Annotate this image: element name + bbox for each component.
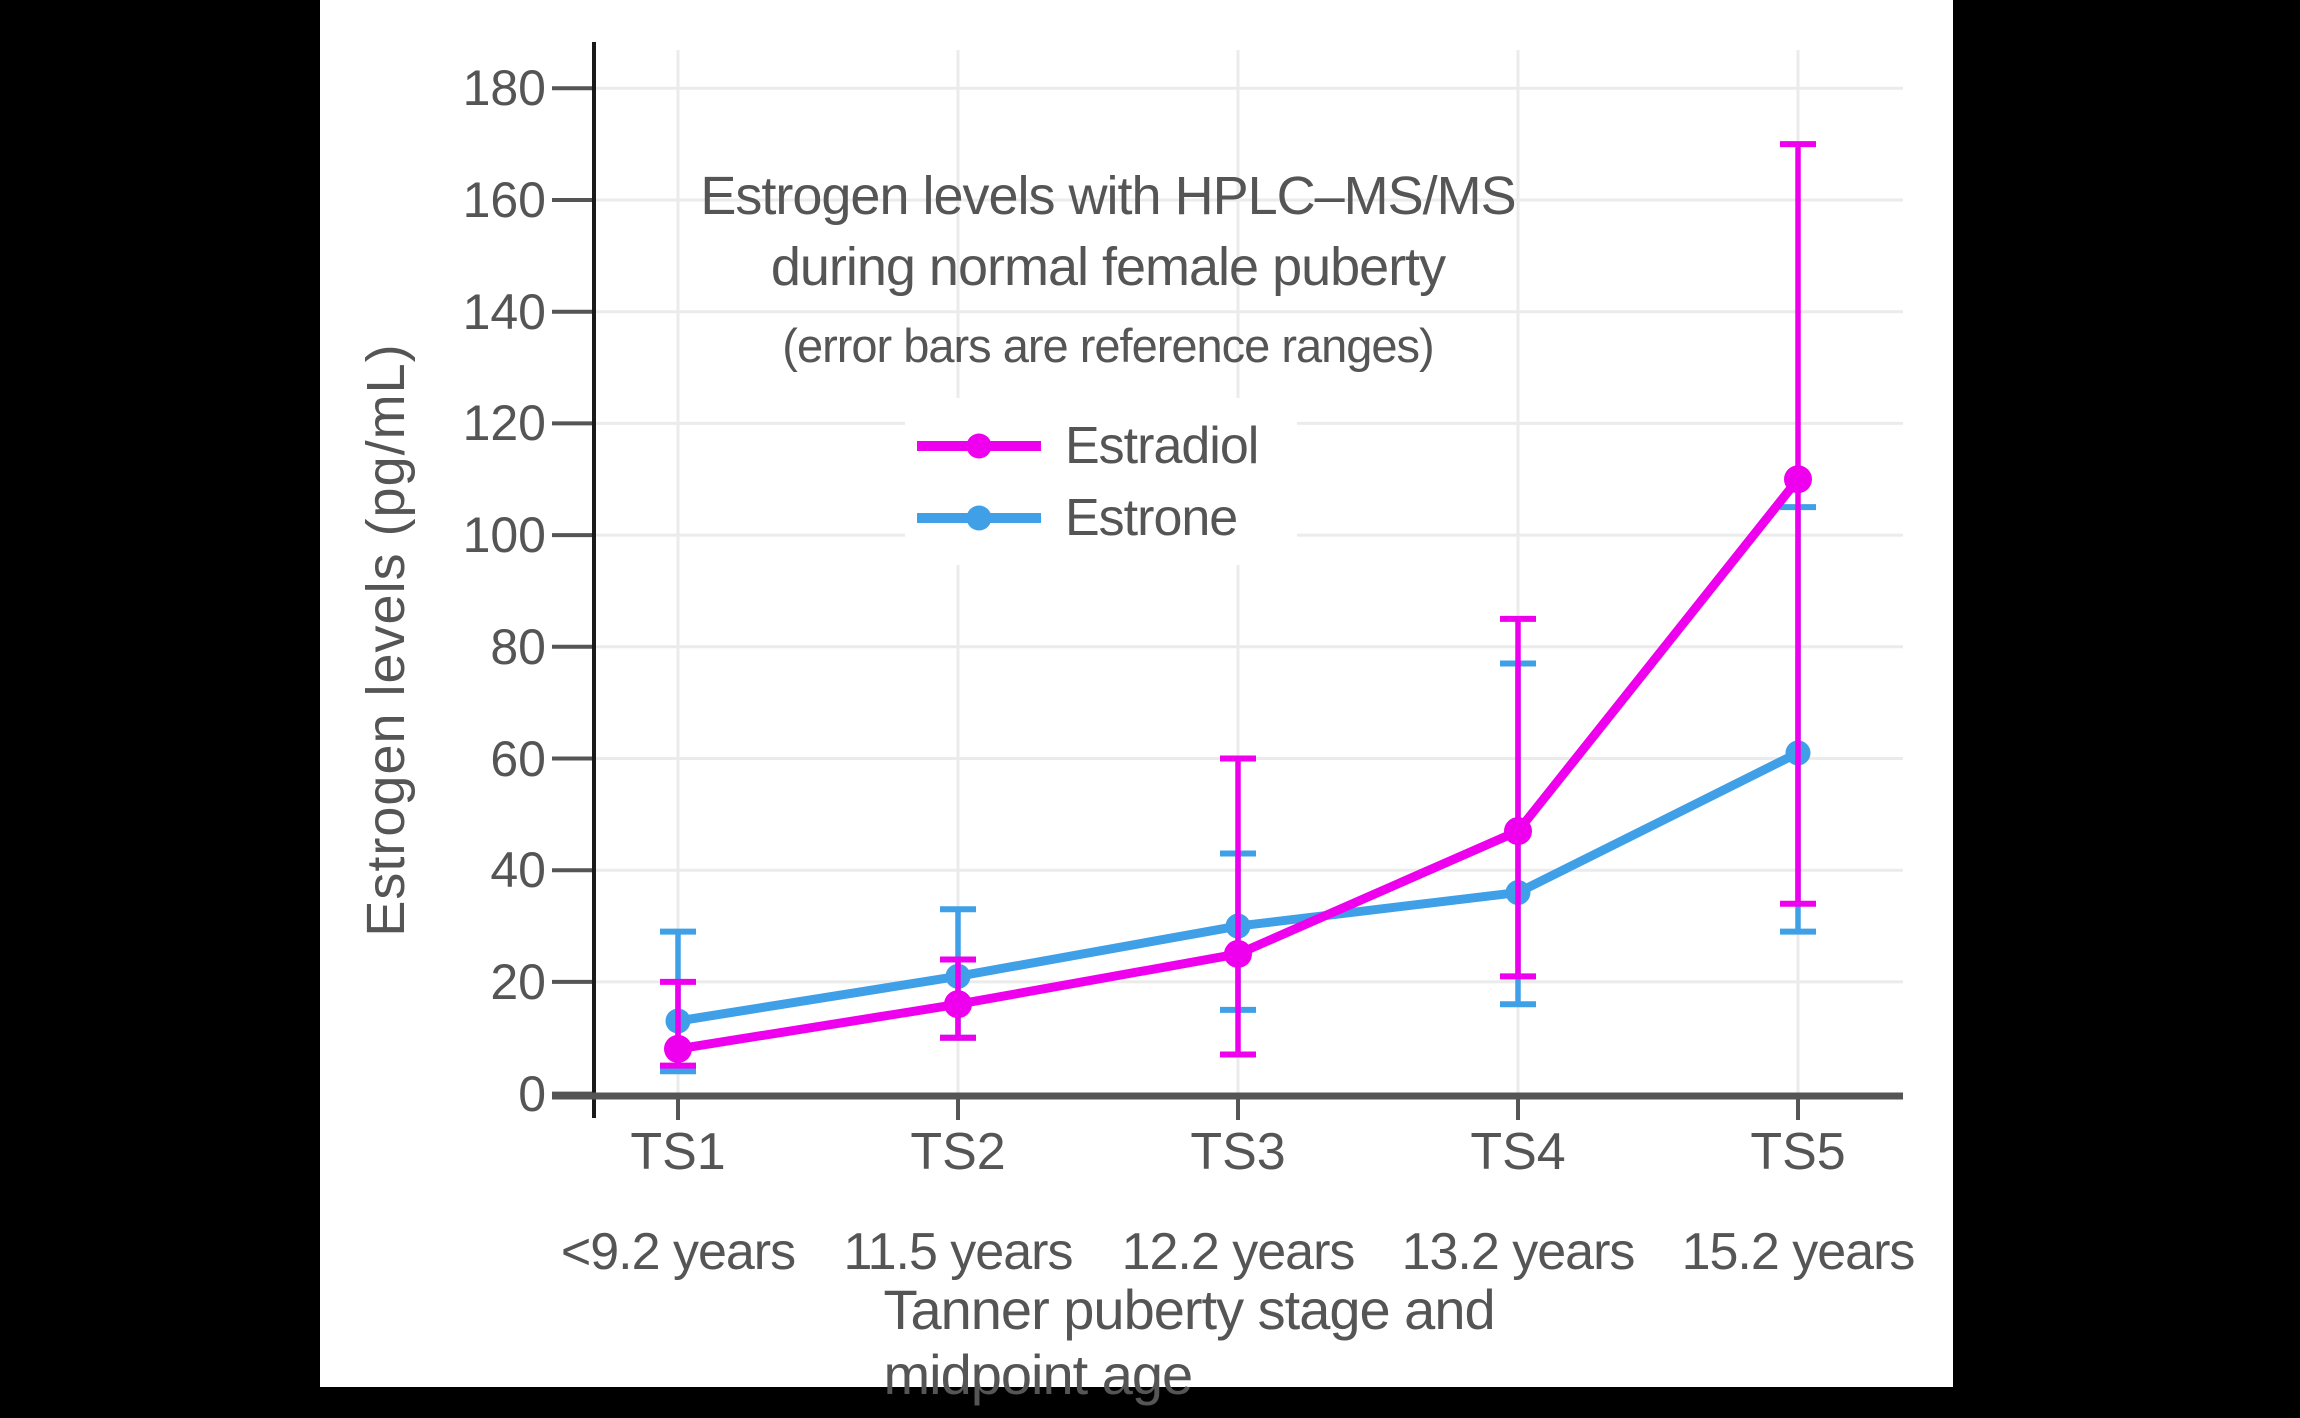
chart-title-line2: during normal female puberty: [770, 237, 1446, 297]
x-tick-label: TS5: [1750, 1123, 1846, 1181]
data-series: [660, 141, 1816, 1075]
y-tick-label: 20: [490, 953, 546, 1010]
x-tick-label: TS4: [1470, 1123, 1566, 1181]
y-tick-label: 180: [462, 60, 546, 117]
x-tick-sublabel: <9.2 years: [560, 1223, 796, 1281]
x-tick-label: TS1: [630, 1123, 726, 1181]
x-tick-label: TS3: [1190, 1123, 1286, 1181]
x-tick-sublabel: 13.2 years: [1401, 1223, 1636, 1281]
chart-title-line1: Estrogen levels with HPLC–MS/MS: [700, 166, 1516, 226]
x-tick-sublabel: 12.2 years: [1121, 1223, 1356, 1281]
chart-canvas: Estrogen levels with HPLC–MS/MS during n…: [320, 0, 1953, 1406]
estradiol-marker: [664, 1034, 692, 1063]
x-axis-title: Tanner puberty stage and midpoint age: [883, 1278, 1496, 1406]
legend-item-estrone: Estrone: [905, 482, 1297, 554]
y-tick-label: 120: [462, 395, 546, 452]
x-tick-label: TS2: [910, 1123, 1006, 1181]
legend: Estradiol Estrone: [905, 398, 1297, 565]
legend-item-estradiol: Estradiol: [905, 410, 1297, 482]
x-tick-sublabel: 11.5 years: [843, 1223, 1074, 1281]
y-tick-label: 160: [462, 172, 546, 228]
plot-area: [552, 42, 1903, 1120]
estradiol-marker: [1504, 817, 1532, 846]
y-tick-label: 60: [490, 730, 546, 787]
estradiol-marker: [1784, 465, 1812, 494]
y-tick-label: 80: [490, 618, 546, 675]
estradiol-marker: [944, 990, 972, 1019]
axes: [552, 42, 1903, 1120]
x-tick-sublabel: 15.2 years: [1681, 1223, 1916, 1281]
chart-subtitle: (error bars are reference ranges): [782, 318, 1434, 372]
estradiol-marker: [1224, 939, 1252, 968]
legend-label-estradiol: Estradiol: [1065, 416, 1259, 475]
y-tick-label: 140: [462, 283, 546, 340]
estradiol-series: [660, 141, 1816, 1069]
legend-dot-icon: [966, 505, 992, 530]
legend-label-estrone: Estrone: [1065, 488, 1238, 547]
legend-dot-icon: [966, 433, 992, 458]
estrone-line-marker-icon: [917, 505, 1041, 530]
estradiol-line-marker-icon: [917, 433, 1041, 458]
y-tick-label: 100: [462, 507, 546, 564]
y-tick-label: 0: [518, 1065, 546, 1122]
y-tick-label: 40: [490, 842, 546, 899]
